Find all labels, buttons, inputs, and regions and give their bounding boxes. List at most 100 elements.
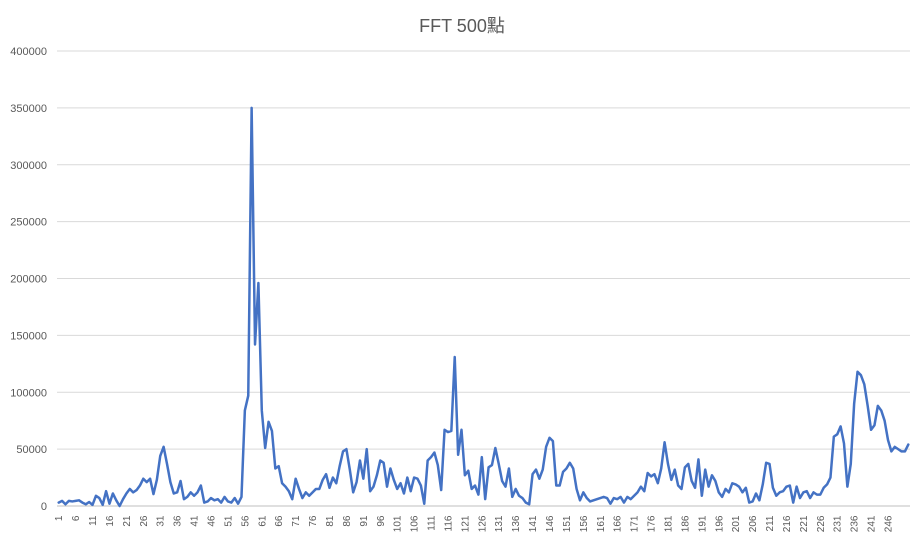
data-point (583, 492, 585, 494)
data-point (352, 492, 354, 494)
data-point (616, 498, 618, 500)
data-point (176, 492, 178, 494)
x-tick-label: 151 (562, 515, 573, 532)
data-point (109, 503, 111, 505)
data-point (738, 486, 740, 488)
x-tick-label: 211 (765, 515, 776, 531)
data-point (796, 486, 798, 488)
data-point (298, 488, 300, 490)
data-point (400, 482, 402, 484)
data-point (630, 498, 632, 500)
data-point (467, 470, 469, 472)
data-point (674, 469, 676, 471)
x-tick-label: 31 (156, 515, 167, 527)
x-tick-label: 126 (477, 515, 488, 532)
data-point (647, 472, 649, 474)
data-point (88, 501, 90, 503)
data-point (335, 482, 337, 484)
data-point (214, 500, 216, 502)
data-point (779, 492, 781, 494)
data-point (440, 489, 442, 491)
data-point (241, 496, 243, 498)
data-point (247, 395, 249, 397)
data-point (650, 476, 652, 478)
data-point (170, 481, 172, 483)
data-point (870, 429, 872, 431)
data-point (285, 486, 287, 488)
data-point (190, 492, 192, 494)
data-point (667, 463, 669, 465)
x-tick-label: 11 (88, 515, 99, 526)
data-point (566, 468, 568, 470)
y-tick-label: 400000 (10, 46, 47, 58)
data-point (572, 468, 574, 470)
chart-title: FFT 500點 (419, 16, 505, 36)
data-point (207, 501, 209, 503)
data-point (217, 498, 219, 500)
data-point (759, 500, 761, 502)
data-point (847, 486, 849, 488)
data-point (322, 479, 324, 481)
data-point (731, 482, 733, 484)
data-point (698, 459, 700, 461)
data-point (586, 497, 588, 499)
data-point (471, 488, 473, 490)
data-point (396, 488, 398, 490)
data-point (684, 467, 686, 469)
data-point (813, 492, 815, 494)
x-tick-label: 91 (359, 515, 370, 527)
y-tick-label: 100000 (10, 387, 47, 399)
data-point (820, 494, 822, 496)
data-point (518, 495, 520, 497)
data-point (71, 501, 73, 503)
x-tick-label: 121 (460, 515, 471, 532)
data-point (735, 484, 737, 486)
data-point (332, 477, 334, 479)
x-tick-label: 181 (663, 515, 674, 532)
data-point (122, 498, 124, 500)
data-point (220, 502, 222, 504)
data-point (505, 486, 507, 488)
data-point (816, 494, 818, 496)
data-point (610, 503, 612, 505)
data-point (373, 486, 375, 488)
data-point (119, 505, 121, 507)
data-point (748, 502, 750, 504)
data-point (82, 502, 84, 504)
data-point (379, 460, 381, 462)
data-point (495, 447, 497, 449)
data-point (356, 481, 358, 483)
data-point (102, 504, 104, 506)
data-point (180, 480, 182, 482)
data-point (383, 462, 385, 464)
data-point (718, 492, 720, 494)
data-point (908, 444, 910, 446)
x-tick-label: 161 (596, 515, 607, 532)
data-point (840, 426, 842, 428)
y-axis-ticks: 0 50000 100000 150000 200000 250000 300000 3500… (10, 46, 47, 513)
data-point (508, 468, 510, 470)
x-tick-label: 36 (173, 515, 184, 527)
x-tick-label: 26 (139, 515, 150, 527)
data-point (728, 492, 730, 494)
data-point (346, 448, 348, 450)
x-tick-label: 16 (105, 515, 116, 527)
data-point (349, 469, 351, 471)
data-point (258, 282, 260, 284)
data-point (159, 455, 161, 457)
data-point (880, 410, 882, 412)
data-point (701, 495, 703, 497)
y-tick-label: 0 (41, 501, 47, 513)
data-point (264, 447, 266, 449)
data-point (897, 448, 899, 450)
data-point (599, 497, 601, 499)
data-point (224, 496, 226, 498)
data-point (410, 490, 412, 492)
x-tick-label: 6 (71, 515, 82, 521)
data-point (112, 493, 114, 495)
data-point (691, 480, 693, 482)
data-point (315, 488, 317, 490)
x-tick-label: 81 (325, 515, 336, 527)
data-point (857, 371, 859, 373)
